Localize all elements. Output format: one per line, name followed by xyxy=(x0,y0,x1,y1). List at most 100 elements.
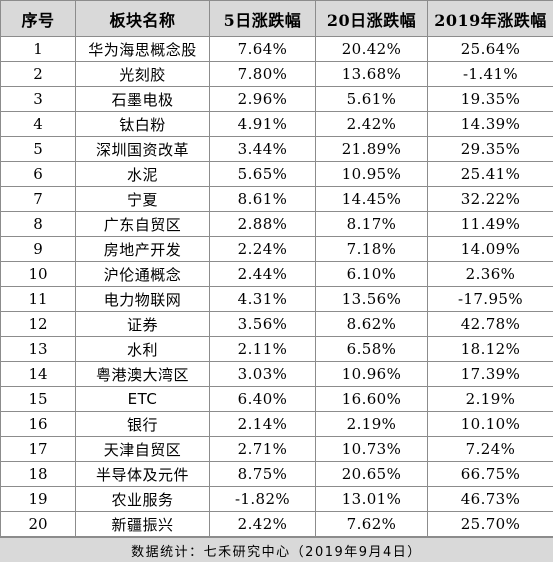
table-row: 17 天津自贸区 2.71% 10.73% 7.24% xyxy=(0,436,553,462)
source-note: 数据统计：七禾研究中心（2019年9月4日） xyxy=(0,537,553,562)
cell-2019-change: 7.24% xyxy=(427,436,553,462)
cell-index: 9 xyxy=(0,236,76,262)
cell-sector-name: 华为海思概念股 xyxy=(75,36,210,62)
cell-2019-change: 18.12% xyxy=(427,336,553,362)
cell-2019-change: 25.70% xyxy=(427,511,553,537)
cell-sector-name: 农业服务 xyxy=(75,486,210,512)
header-5day-change: 5日涨跌幅 xyxy=(209,0,316,37)
cell-2019-change: 25.64% xyxy=(427,36,553,62)
cell-5day-change: 8.61% xyxy=(209,186,316,212)
cell-index: 16 xyxy=(0,411,76,437)
cell-20day-change: 8.17% xyxy=(315,211,428,237)
cell-2019-change: 29.35% xyxy=(427,136,553,162)
cell-2019-change: 42.78% xyxy=(427,311,553,337)
table-body: 1 华为海思概念股 7.64% 20.42% 25.64% 2 光刻胶 7.80% 13.68%… xyxy=(0,36,553,537)
table-row: 14 粤港澳大湾区 3.03% 10.96% 17.39% xyxy=(0,361,553,387)
cell-index: 13 xyxy=(0,336,76,362)
table-row: 12 证券 3.56% 8.62% 42.78% xyxy=(0,311,553,337)
cell-2019-change: 17.39% xyxy=(427,361,553,387)
cell-5day-change: 3.44% xyxy=(209,136,316,162)
cell-sector-name: 水利 xyxy=(75,336,210,362)
cell-20day-change: 13.68% xyxy=(315,61,428,87)
cell-5day-change: 2.11% xyxy=(209,336,316,362)
table-row: 13 水利 2.11% 6.58% 18.12% xyxy=(0,336,553,362)
table-row: 8 广东自贸区 2.88% 8.17% 11.49% xyxy=(0,211,553,237)
cell-index: 6 xyxy=(0,161,76,187)
cell-20day-change: 20.65% xyxy=(315,461,428,487)
cell-20day-change: 10.73% xyxy=(315,436,428,462)
cell-sector-name: 房地产开发 xyxy=(75,236,210,262)
table-row: 20 新疆振兴 2.42% 7.62% 25.70% xyxy=(0,511,553,537)
cell-sector-name: 宁夏 xyxy=(75,186,210,212)
cell-index: 7 xyxy=(0,186,76,212)
table-row: 9 房地产开发 2.24% 7.18% 14.09% xyxy=(0,236,553,262)
cell-20day-change: 2.42% xyxy=(315,111,428,137)
table-row: 16 银行 2.14% 2.19% 10.10% xyxy=(0,411,553,437)
cell-5day-change: 2.14% xyxy=(209,411,316,437)
table-row: 1 华为海思概念股 7.64% 20.42% 25.64% xyxy=(0,36,553,62)
cell-sector-name: 水泥 xyxy=(75,161,210,187)
sector-performance-table: 序号 板块名称 5日涨跌幅 20日涨跌幅 2019年涨跌幅 1 华为海思概念股 7.… xyxy=(0,0,553,537)
table-row: 4 钛白粉 4.91% 2.42% 14.39% xyxy=(0,111,553,137)
cell-index: 20 xyxy=(0,511,76,537)
cell-20day-change: 10.96% xyxy=(315,361,428,387)
cell-2019-change: 11.49% xyxy=(427,211,553,237)
cell-index: 18 xyxy=(0,461,76,487)
table-row: 5 深圳国资改革 3.44% 21.89% 29.35% xyxy=(0,136,553,162)
cell-5day-change: 5.65% xyxy=(209,161,316,187)
cell-20day-change: 13.56% xyxy=(315,286,428,312)
cell-5day-change: 2.71% xyxy=(209,436,316,462)
cell-sector-name: 深圳国资改革 xyxy=(75,136,210,162)
cell-20day-change: 8.62% xyxy=(315,311,428,337)
cell-2019-change: 2.36% xyxy=(427,261,553,287)
cell-5day-change: 7.80% xyxy=(209,61,316,87)
cell-20day-change: 7.62% xyxy=(315,511,428,537)
header-sector-name: 板块名称 xyxy=(75,0,210,37)
table-row: 3 石墨电极 2.96% 5.61% 19.35% xyxy=(0,86,553,112)
table-row: 2 光刻胶 7.80% 13.68% -1.41% xyxy=(0,61,553,87)
cell-5day-change: 8.75% xyxy=(209,461,316,487)
cell-index: 11 xyxy=(0,286,76,312)
cell-index: 19 xyxy=(0,486,76,512)
cell-sector-name: 半导体及元件 xyxy=(75,461,210,487)
cell-20day-change: 5.61% xyxy=(315,86,428,112)
cell-2019-change: -1.41% xyxy=(427,61,553,87)
header-20day-change: 20日涨跌幅 xyxy=(315,0,428,37)
cell-5day-change: 6.40% xyxy=(209,386,316,412)
header-row: 序号 板块名称 5日涨跌幅 20日涨跌幅 2019年涨跌幅 xyxy=(0,0,553,37)
cell-index: 3 xyxy=(0,86,76,112)
table-header: 序号 板块名称 5日涨跌幅 20日涨跌幅 2019年涨跌幅 xyxy=(0,0,553,37)
cell-index: 17 xyxy=(0,436,76,462)
cell-sector-name: 沪伦通概念 xyxy=(75,261,210,287)
cell-2019-change: 46.73% xyxy=(427,486,553,512)
cell-20day-change: 10.95% xyxy=(315,161,428,187)
header-index: 序号 xyxy=(0,0,76,37)
cell-20day-change: 6.58% xyxy=(315,336,428,362)
cell-index: 1 xyxy=(0,36,76,62)
cell-index: 5 xyxy=(0,136,76,162)
header-2019-change: 2019年涨跌幅 xyxy=(427,0,553,37)
cell-5day-change: 2.96% xyxy=(209,86,316,112)
cell-2019-change: 19.35% xyxy=(427,86,553,112)
table-row: 7 宁夏 8.61% 14.45% 32.22% xyxy=(0,186,553,212)
cell-5day-change: -1.82% xyxy=(209,486,316,512)
cell-2019-change: 66.75% xyxy=(427,461,553,487)
cell-sector-name: 电力物联网 xyxy=(75,286,210,312)
cell-5day-change: 4.91% xyxy=(209,111,316,137)
cell-index: 4 xyxy=(0,111,76,137)
cell-5day-change: 7.64% xyxy=(209,36,316,62)
cell-sector-name: 新疆振兴 xyxy=(75,511,210,537)
cell-20day-change: 6.10% xyxy=(315,261,428,287)
table-row: 15 ETC 6.40% 16.60% 2.19% xyxy=(0,386,553,412)
cell-5day-change: 3.03% xyxy=(209,361,316,387)
cell-2019-change: 2.19% xyxy=(427,386,553,412)
cell-5day-change: 3.56% xyxy=(209,311,316,337)
cell-5day-change: 2.44% xyxy=(209,261,316,287)
cell-20day-change: 13.01% xyxy=(315,486,428,512)
cell-20day-change: 7.18% xyxy=(315,236,428,262)
cell-2019-change: 14.39% xyxy=(427,111,553,137)
cell-20day-change: 2.19% xyxy=(315,411,428,437)
cell-sector-name: 石墨电极 xyxy=(75,86,210,112)
cell-20day-change: 14.45% xyxy=(315,186,428,212)
cell-sector-name: 银行 xyxy=(75,411,210,437)
